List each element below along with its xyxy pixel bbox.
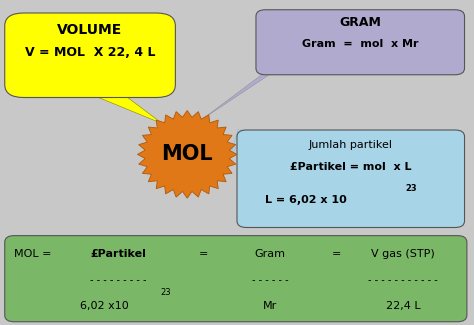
FancyBboxPatch shape <box>5 13 175 98</box>
Text: 6,02 x10: 6,02 x10 <box>80 301 128 311</box>
Text: £Partikel = mol  x L: £Partikel = mol x L <box>290 162 411 173</box>
Text: Jumlah partikel: Jumlah partikel <box>309 140 393 150</box>
Polygon shape <box>137 111 237 198</box>
Text: 23: 23 <box>405 184 417 193</box>
FancyBboxPatch shape <box>256 10 465 75</box>
Text: 23: 23 <box>161 288 171 297</box>
Polygon shape <box>99 98 162 124</box>
Text: MOL: MOL <box>162 144 213 164</box>
Text: =: = <box>199 249 209 259</box>
Polygon shape <box>202 75 269 119</box>
Text: Gram  =  mol  x Mr: Gram = mol x Mr <box>302 39 419 49</box>
Text: Gram: Gram <box>255 249 286 259</box>
Text: GRAM: GRAM <box>339 16 381 29</box>
Polygon shape <box>229 130 246 159</box>
Text: - - - - - -: - - - - - - <box>252 275 289 285</box>
Text: - - - - - - - - - - -: - - - - - - - - - - - <box>368 275 438 285</box>
Text: V = MOL  X 22, 4 L: V = MOL X 22, 4 L <box>25 46 155 58</box>
Text: MOL =: MOL = <box>14 249 52 259</box>
FancyBboxPatch shape <box>5 236 467 322</box>
Text: Mr: Mr <box>263 301 277 311</box>
Text: V gas (STP): V gas (STP) <box>371 249 435 259</box>
Text: VOLUME: VOLUME <box>57 23 123 37</box>
Text: 22,4 L: 22,4 L <box>385 301 420 311</box>
Text: L = 6,02 x 10: L = 6,02 x 10 <box>265 195 347 205</box>
Text: =: = <box>332 249 341 259</box>
FancyBboxPatch shape <box>237 130 465 227</box>
Text: £Partikel: £Partikel <box>91 249 146 259</box>
Text: - - - - - - - - -: - - - - - - - - - <box>90 275 147 285</box>
